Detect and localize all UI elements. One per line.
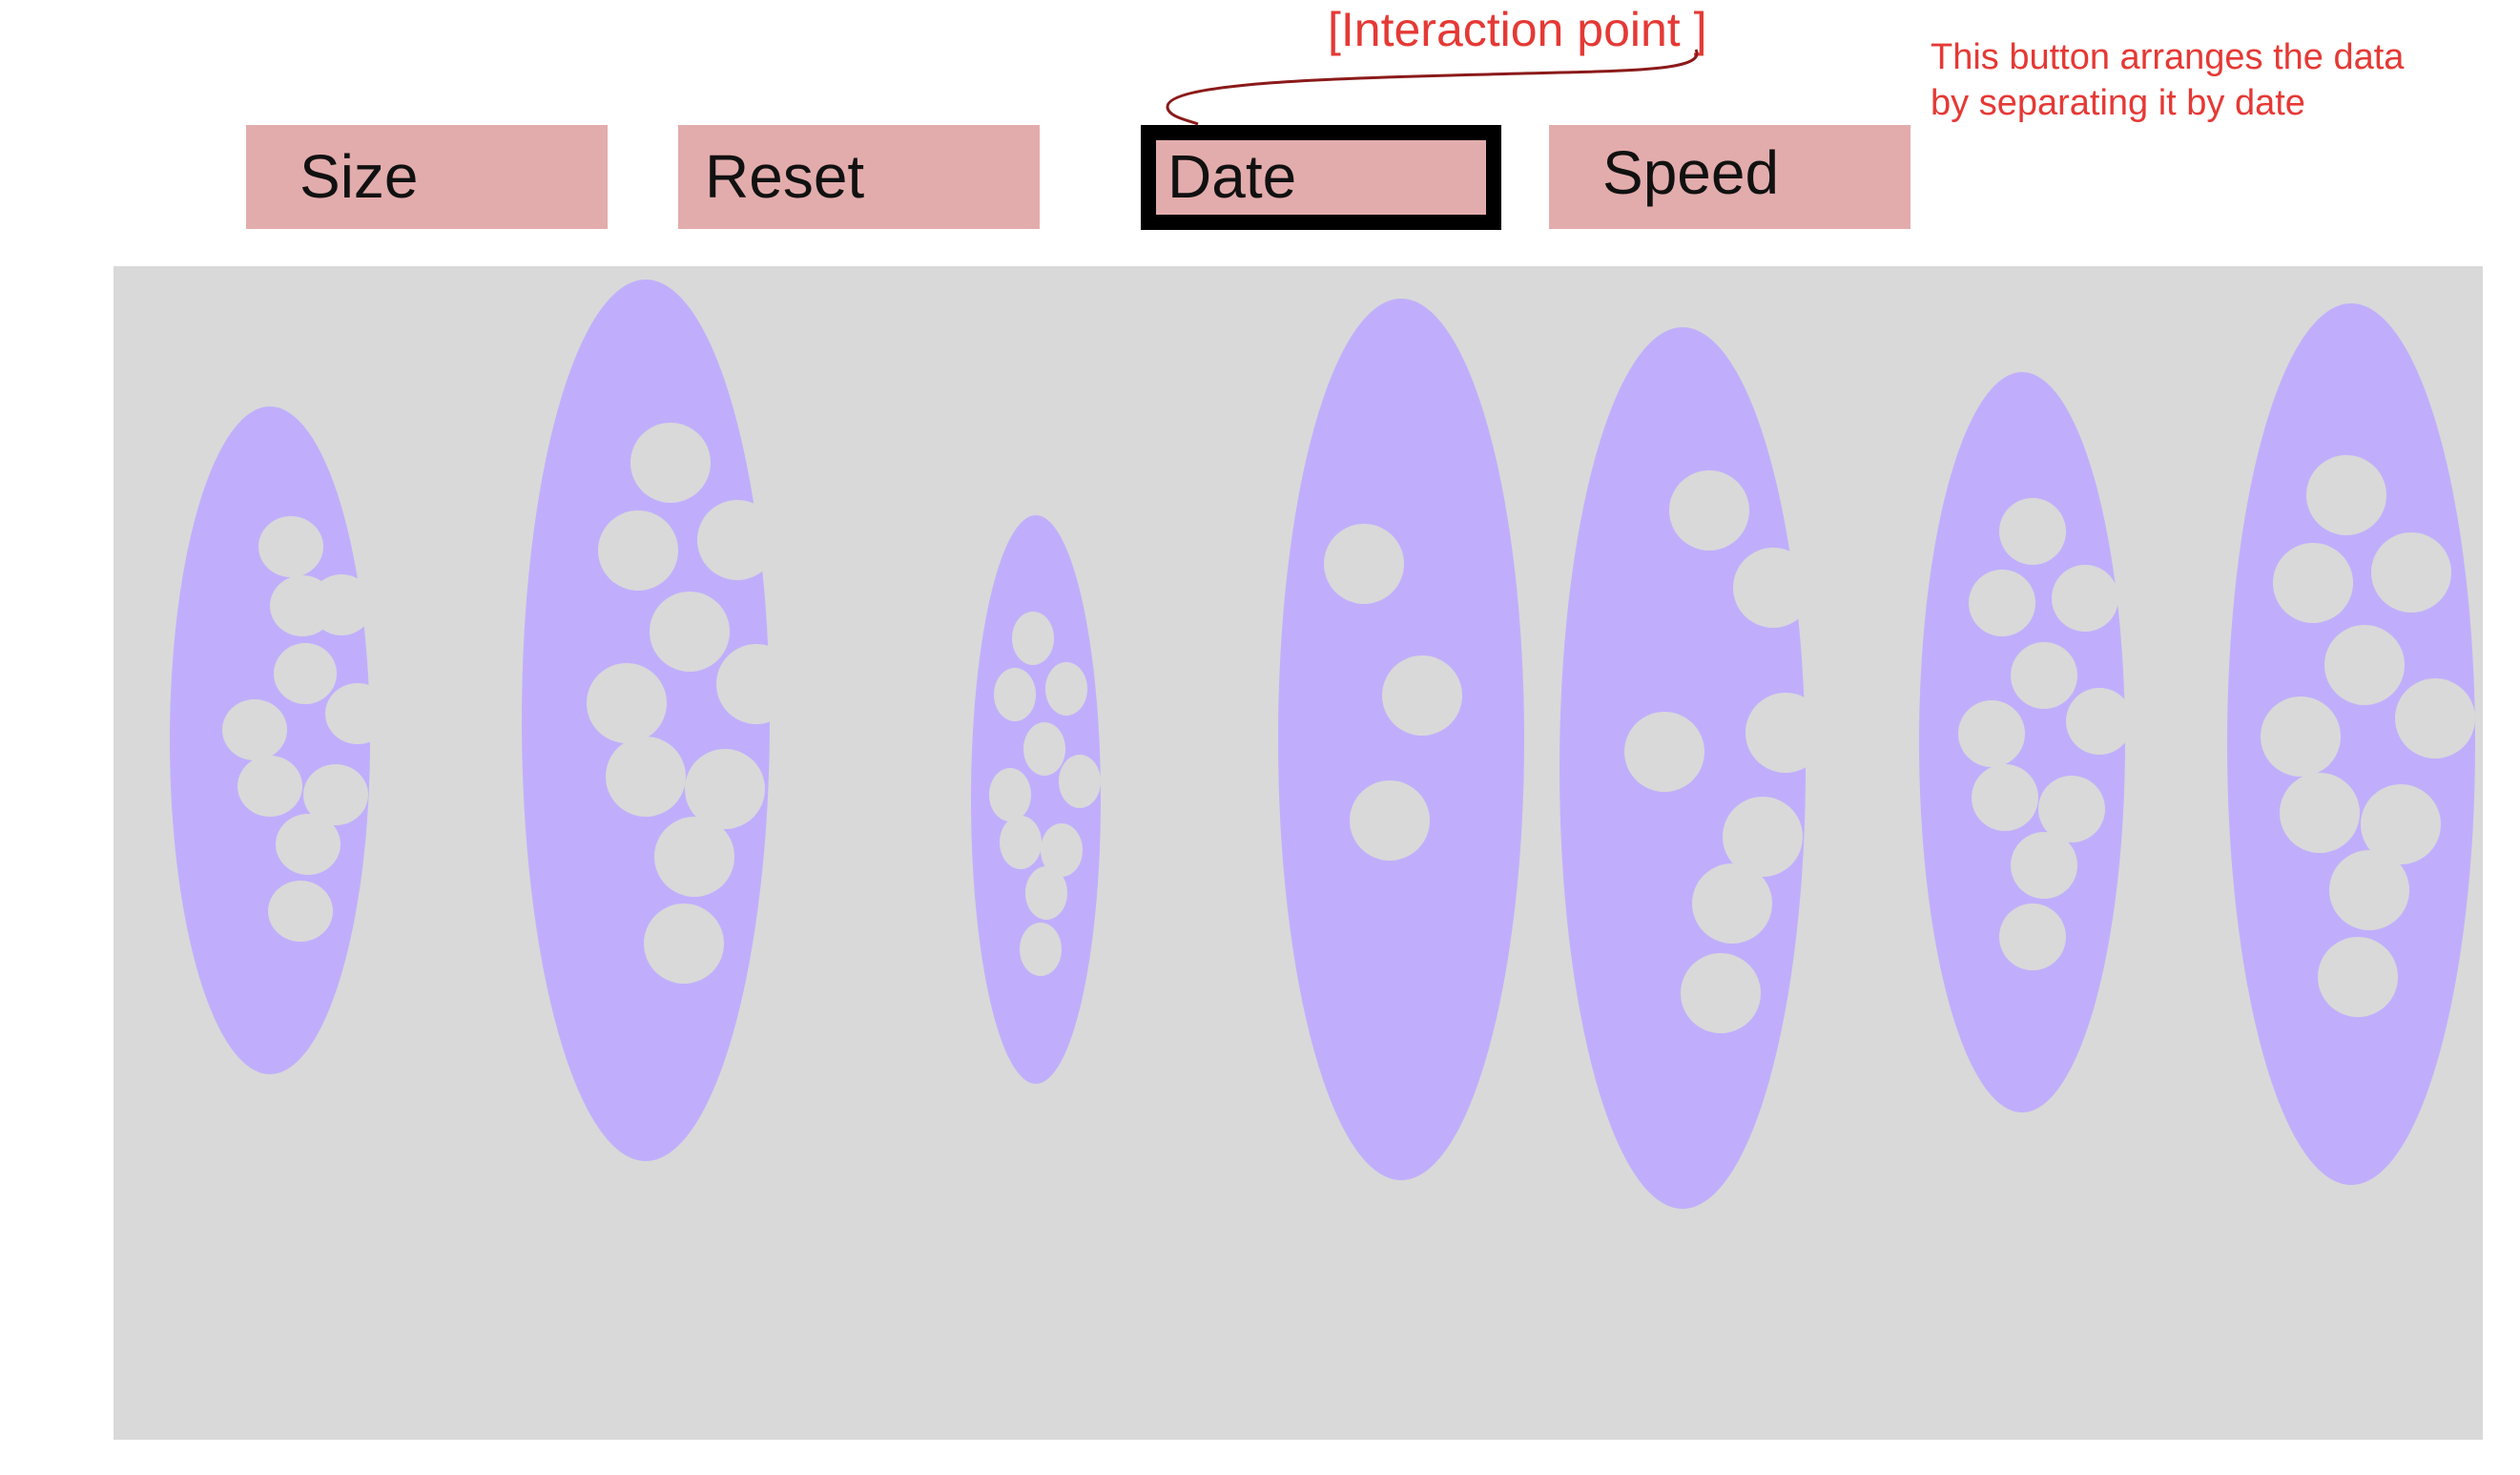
group-7-item-7 [2280, 773, 2360, 853]
group-1-item-1 [258, 516, 323, 577]
group-2-item-7 [606, 737, 686, 817]
group-3-ellipse [971, 515, 1101, 1084]
group-6-item-9 [2011, 832, 2077, 899]
group-5-item-1 [1669, 470, 1749, 551]
group-3-item-4 [1023, 722, 1065, 776]
group-6-item-4 [2011, 642, 2077, 709]
group-5-item-7 [1681, 953, 1761, 1033]
group-7-item-5 [2261, 696, 2341, 777]
group-1-item-8 [303, 764, 368, 825]
group-3-item-9 [1025, 866, 1067, 920]
group-6-item-1 [1999, 498, 2066, 565]
group-3-item-1 [1012, 612, 1054, 665]
group-7-item-9 [2329, 850, 2409, 930]
size-button[interactable]: Size [246, 125, 608, 229]
group-2-item-2 [598, 510, 678, 591]
group-1-item-6 [222, 699, 287, 760]
group-6-item-2 [1969, 570, 2035, 636]
group-2-item-1 [630, 423, 711, 503]
reset-button[interactable]: Reset [678, 125, 1040, 229]
cluster-chart [170, 280, 2475, 1209]
group-1-item-3 [310, 574, 373, 635]
annotation-description: This button arranges the data by separat… [1931, 37, 2405, 123]
group-1-item-7 [238, 756, 302, 817]
group-1-item-10 [268, 881, 333, 942]
group-1 [170, 406, 390, 1074]
date-button[interactable]: Date [1141, 125, 1501, 230]
visualization-canvas [114, 266, 2483, 1440]
group-6-item-8 [2038, 776, 2105, 842]
group-6-item-7 [1972, 764, 2038, 831]
group-3-item-10 [1020, 923, 1062, 976]
group-7 [2227, 303, 2475, 1185]
group-5 [1560, 327, 1826, 1209]
group-5-item-5 [1723, 797, 1803, 877]
group-2-item-9 [654, 817, 734, 897]
group-7-ellipse [2227, 303, 2475, 1185]
annotation-title: [Interaction point ] [1328, 3, 1707, 56]
group-2 [522, 280, 796, 1161]
group-1-item-4 [274, 643, 337, 704]
group-3 [971, 515, 1101, 1084]
group-4-item-2 [1382, 655, 1462, 736]
group-2-item-3 [697, 500, 777, 580]
speed-button[interactable]: Speed [1549, 125, 1911, 229]
group-4-ellipse [1278, 299, 1524, 1180]
group-4 [1278, 299, 1524, 1180]
group-7-item-3 [2371, 532, 2451, 613]
group-2-item-6 [716, 644, 796, 724]
group-2-item-4 [650, 592, 730, 672]
group-6-item-6 [1958, 700, 2025, 767]
group-4-item-3 [1350, 780, 1430, 861]
group-4-item-1 [1324, 524, 1404, 604]
group-7-item-4 [2324, 625, 2405, 705]
group-5-item-4 [1745, 693, 1826, 773]
connector-path [1166, 49, 1699, 126]
group-1-item-9 [276, 814, 341, 875]
group-3-item-8 [1041, 823, 1083, 877]
group-7-item-6 [2395, 678, 2475, 758]
group-3-item-5 [1059, 755, 1101, 808]
group-6-item-10 [1999, 904, 2066, 970]
group-5-item-6 [1692, 863, 1772, 944]
group-2-item-5 [587, 663, 667, 743]
group-6-item-5 [2066, 688, 2133, 755]
group-3-item-3 [1045, 662, 1087, 716]
group-7-item-8 [2361, 784, 2441, 864]
group-7-item-2 [2273, 543, 2353, 623]
group-1-item-5 [325, 683, 390, 744]
group-3-item-7 [1000, 816, 1042, 869]
group-3-item-6 [989, 768, 1031, 821]
group-5-item-3 [1624, 712, 1704, 792]
group-6 [1919, 372, 2133, 1112]
group-6-item-3 [2052, 565, 2118, 632]
group-3-item-2 [994, 668, 1036, 721]
group-7-item-1 [2306, 455, 2386, 535]
group-5-item-2 [1733, 548, 1813, 628]
group-7-item-10 [2318, 937, 2398, 1017]
group-2-item-8 [685, 749, 765, 829]
group-2-item-10 [644, 904, 724, 984]
